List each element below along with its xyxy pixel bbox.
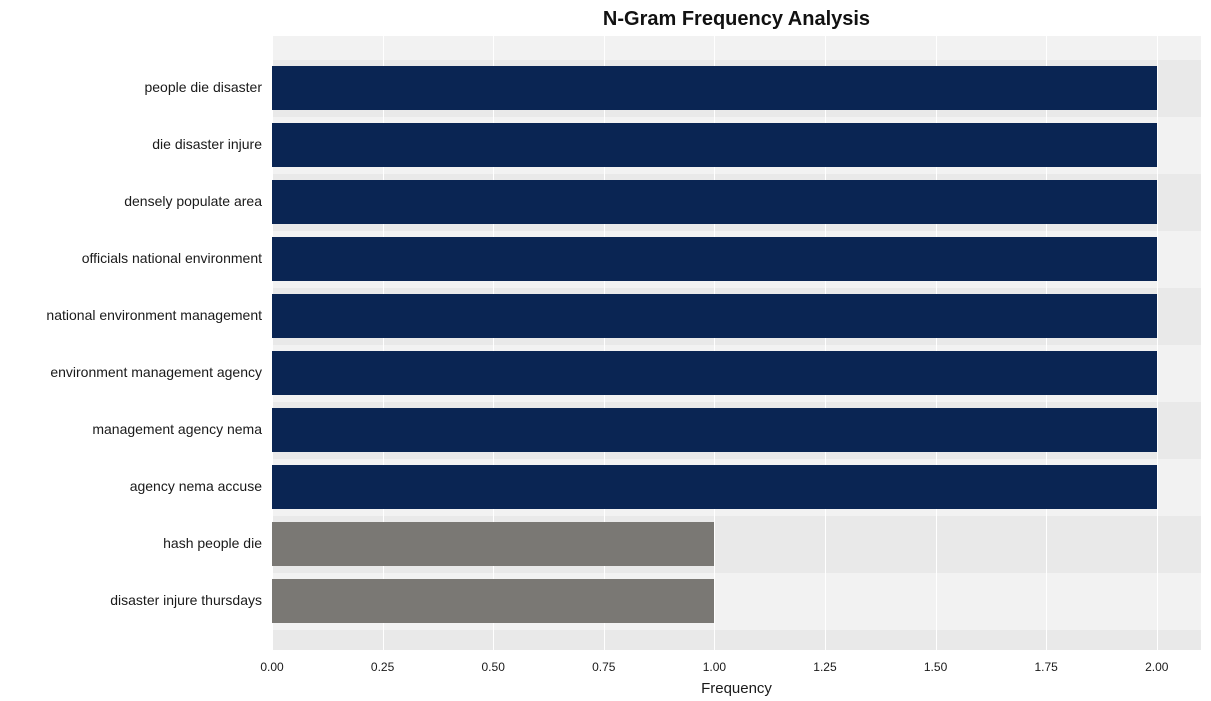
bar [272, 522, 714, 566]
y-tick-label: hash people die [163, 535, 262, 551]
y-tick-label: people die disaster [144, 79, 262, 95]
bar [272, 408, 1157, 452]
grid-band [272, 630, 1201, 651]
x-tick-label: 1.00 [703, 660, 726, 674]
grid-band [272, 36, 1201, 60]
x-tick-label: 0.75 [592, 660, 615, 674]
bar [272, 66, 1157, 110]
x-tick-label: 1.75 [1034, 660, 1057, 674]
x-tick-label: 0.25 [371, 660, 394, 674]
y-tick-label: management agency nema [92, 421, 262, 437]
x-tick-label: 2.00 [1145, 660, 1168, 674]
y-tick-label: environment management agency [50, 364, 262, 380]
plot-area [272, 36, 1201, 650]
y-tick-label: agency nema accuse [130, 478, 262, 494]
bar [272, 180, 1157, 224]
x-axis-title: Frequency [701, 680, 772, 697]
bar [272, 465, 1157, 509]
y-tick-label: officials national environment [82, 250, 262, 266]
y-tick-label: disaster injure thursdays [110, 592, 262, 608]
y-tick-label: national environment management [46, 307, 262, 323]
y-tick-label: densely populate area [124, 193, 262, 209]
x-tick-label: 1.50 [924, 660, 947, 674]
x-tick-label: 0.00 [260, 660, 283, 674]
y-tick-label: die disaster injure [152, 136, 262, 152]
x-tick-label: 1.25 [813, 660, 836, 674]
bar [272, 351, 1157, 395]
bar [272, 237, 1157, 281]
gridline [1157, 36, 1158, 650]
bar [272, 123, 1157, 167]
x-tick-label: 0.50 [482, 660, 505, 674]
chart-title: N-Gram Frequency Analysis [272, 8, 1201, 31]
bar [272, 579, 714, 623]
bar [272, 294, 1157, 338]
